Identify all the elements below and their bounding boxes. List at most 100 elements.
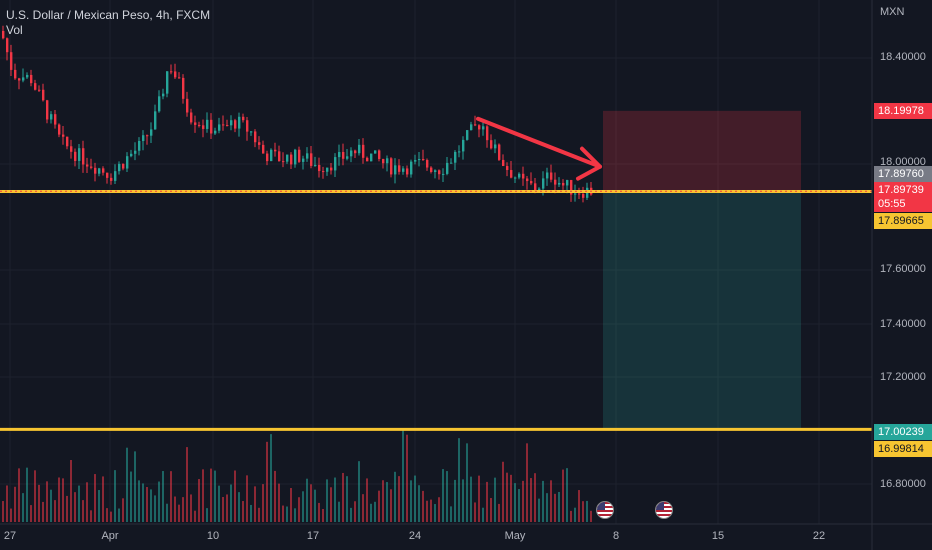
volume-indicator-label[interactable]: Vol	[6, 23, 23, 37]
candle-body	[190, 112, 193, 123]
time-tick: 24	[408, 530, 422, 542]
volume-bar	[86, 482, 88, 522]
volume-bar	[66, 495, 68, 522]
volume-bar	[318, 502, 320, 522]
candle-body	[78, 148, 81, 161]
volume-bar	[70, 459, 72, 522]
candle-body	[534, 183, 537, 191]
volume-bar	[518, 489, 520, 522]
volume-bar	[526, 443, 528, 522]
candle-body	[494, 144, 497, 149]
candle-body	[202, 125, 205, 129]
candle-body	[174, 71, 177, 78]
target-price-tag[interactable]: 18.19978	[874, 103, 932, 119]
stop-price-tag[interactable]: 17.00239	[874, 424, 932, 440]
volume-bar	[194, 510, 196, 522]
bar-countdown: 05:55	[874, 196, 932, 212]
candle-body	[246, 120, 249, 132]
volume-bar	[338, 501, 340, 522]
volume-bar	[290, 488, 292, 522]
volume-bar	[38, 484, 40, 522]
volume-bar	[426, 500, 428, 522]
candle-body	[14, 69, 17, 79]
candle-body	[70, 146, 73, 152]
chart-grid	[0, 0, 872, 524]
volume-bar	[422, 490, 424, 522]
candle-body	[170, 71, 173, 73]
volume-bar	[282, 505, 284, 522]
candle-body	[346, 156, 349, 159]
candle-body	[350, 150, 353, 157]
volume-bar	[586, 500, 588, 522]
volume-bar	[382, 480, 384, 522]
currency-label: MXN	[880, 6, 905, 18]
volume-bar	[146, 487, 148, 522]
candle-body	[454, 151, 457, 163]
volume-bar	[178, 504, 180, 522]
volume-bar	[254, 486, 256, 522]
candle-body	[334, 157, 337, 171]
volume-bar	[546, 493, 548, 522]
candle-body	[278, 151, 281, 162]
candle-body	[262, 144, 265, 154]
volume-bar	[374, 501, 376, 522]
candle-body	[206, 119, 209, 129]
candle-body	[162, 93, 165, 97]
volume-bar	[442, 469, 444, 522]
line-price-tag[interactable]: 16.99814	[874, 441, 932, 457]
candle-body	[374, 150, 377, 154]
candle-body	[282, 161, 285, 163]
volume-bar	[22, 493, 24, 522]
candle-body	[554, 179, 557, 185]
candle-body	[462, 139, 465, 152]
volume-bar	[62, 478, 64, 522]
volume-bar	[342, 472, 344, 522]
volume-bar	[510, 474, 512, 522]
entry-price-tag[interactable]: 17.89665	[874, 213, 932, 229]
volume-bar	[570, 510, 572, 522]
volume-bar	[230, 484, 232, 522]
candle-body	[66, 136, 69, 147]
candle-body	[314, 164, 317, 166]
candle-body	[582, 193, 585, 198]
volume-bar	[138, 480, 140, 522]
candle-body	[22, 77, 25, 81]
candle-body	[134, 150, 137, 154]
candle-body	[390, 158, 393, 175]
candle-body	[398, 165, 401, 172]
us-flag-event-icon[interactable]	[596, 501, 614, 519]
candle-body	[418, 159, 421, 161]
candle-body	[402, 168, 405, 172]
candle-body	[6, 38, 9, 53]
candle-body	[294, 149, 297, 165]
volume-bar	[326, 479, 328, 522]
volume-bar	[274, 470, 276, 522]
candle-body	[274, 149, 277, 152]
volume-bar	[250, 504, 252, 522]
candle-body	[110, 177, 113, 181]
symbol-title[interactable]: U.S. Dollar / Mexican Peso, 4h, FXCM	[6, 8, 211, 22]
candle-body	[306, 153, 309, 159]
candle-body	[146, 135, 149, 137]
candle-body	[482, 126, 485, 130]
volume-bar	[390, 489, 392, 522]
volume-bar	[170, 471, 172, 522]
us-flag-event-icon[interactable]	[655, 501, 673, 519]
volume-bar	[174, 496, 176, 522]
trend-arrow	[476, 116, 602, 181]
candle-body	[94, 167, 97, 174]
volume-bar	[474, 502, 476, 522]
candle-body	[566, 180, 569, 186]
volume-bar	[354, 501, 356, 522]
volume-bar	[310, 484, 312, 522]
candle-body	[574, 193, 577, 195]
volume-bar	[134, 451, 136, 522]
candle-body	[258, 142, 261, 145]
candle-body	[322, 171, 325, 173]
volume-bar	[266, 441, 268, 522]
volume-bar	[166, 503, 168, 522]
chart-legend: U.S. Dollar / Mexican Peso, 4h, FXCM Vol	[6, 8, 210, 38]
volume-bar	[106, 508, 108, 522]
volume-bar	[398, 476, 400, 522]
